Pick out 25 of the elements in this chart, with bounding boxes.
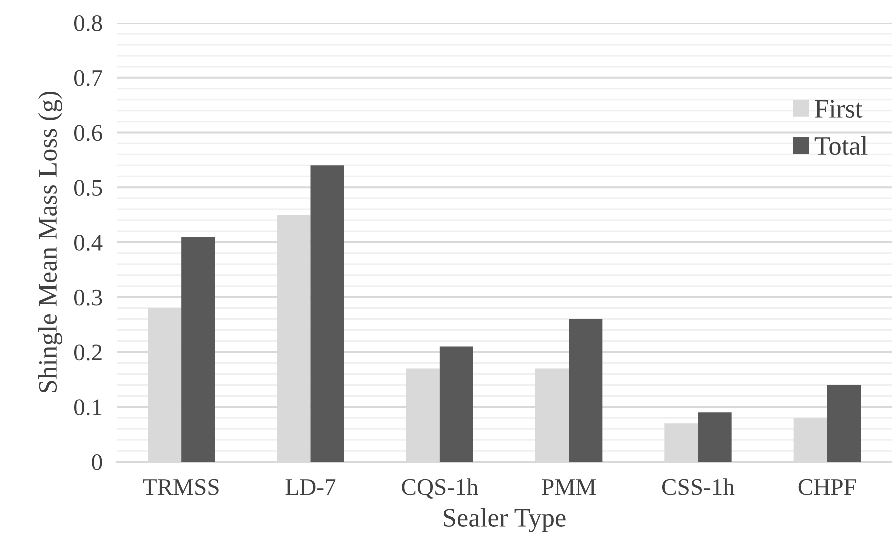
y-tick-label: 0 xyxy=(92,454,102,470)
bar xyxy=(310,166,344,462)
bar xyxy=(569,319,603,462)
y-tick-label: 0.6 xyxy=(74,125,102,142)
bar xyxy=(182,237,216,462)
x-tick-label: PMM xyxy=(542,480,596,496)
y-tick-label: 0.1 xyxy=(74,400,102,416)
x-tick-label: CQS-1h xyxy=(402,478,478,499)
y-tick-label: 0.7 xyxy=(74,70,102,86)
x-tick-label: LD-7 xyxy=(286,480,336,496)
legend-label: Total xyxy=(814,136,868,156)
x-tick-label: CHPF xyxy=(798,479,856,496)
bar xyxy=(440,346,474,462)
y-axis-title: Shingle Mean Mass Loss (g) xyxy=(38,92,62,392)
x-tick-label: TRMSS xyxy=(143,479,219,496)
bar xyxy=(698,412,732,462)
y-tick-label: 0.2 xyxy=(74,344,102,361)
y-tick-label: 0.3 xyxy=(74,290,102,306)
y-tick-label: 0.5 xyxy=(74,180,102,196)
bar xyxy=(827,385,861,462)
y-tick-label: 0.4 xyxy=(74,234,103,252)
legend-label: First xyxy=(815,100,863,118)
y-tick-label: 0.8 xyxy=(74,15,102,32)
x-axis-title: Sealer Type xyxy=(444,508,566,532)
x-tick-label: CSS-1h xyxy=(662,478,735,496)
